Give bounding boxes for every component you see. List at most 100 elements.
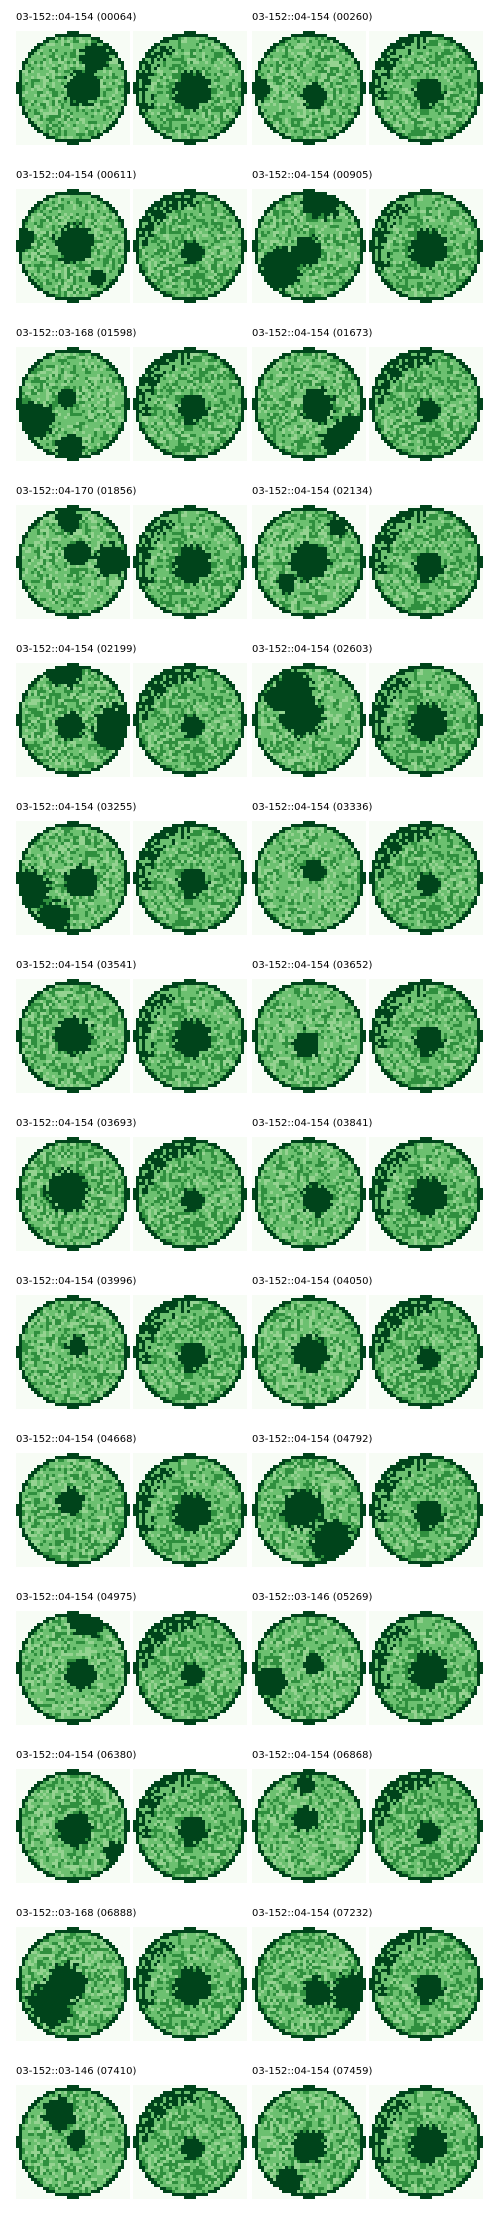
wafer-panel: 03-152::03-146 (05269) [252,1592,486,1742]
wafer-panel: 03-152::04-154 (07232) [252,1908,486,2058]
wafer-panel-label: 03-152::04-154 (02199) [16,644,136,656]
wafer-map-reference [369,1927,483,2041]
wafer-map-query [16,1769,130,1883]
wafer-map-reference [369,663,483,777]
wafer-panel: 03-152::03-168 (01598) [16,328,250,478]
wafer-panel: 03-152::04-154 (04050) [252,1276,486,1426]
wafer-panel-label: 03-152::04-154 (01673) [252,328,372,340]
wafer-map-reference [133,979,247,1093]
wafer-map-reference [133,1295,247,1409]
wafer-panel-label: 03-152::04-154 (06380) [16,1750,136,1762]
wafer-map-query [16,189,130,303]
wafer-panel: 03-152::04-154 (00260) [252,12,486,162]
wafer-map-query [252,1137,366,1251]
wafer-panel-label: 03-152::03-168 (01598) [16,328,136,340]
wafer-map-query [16,2085,130,2199]
wafer-panel: 03-152::04-154 (06380) [16,1750,250,1900]
wafer-panel-label: 03-152::04-154 (00260) [252,12,372,24]
wafer-map-reference [369,347,483,461]
wafer-panel: 03-152::04-154 (03693) [16,1118,250,1268]
wafer-panel: 03-152::04-154 (03841) [252,1118,486,1268]
wafer-panel-label: 03-152::04-154 (02134) [252,486,372,498]
wafer-map-query [252,31,366,145]
wafer-panel-label: 03-152::04-154 (07459) [252,2066,372,2078]
wafer-map-query [16,505,130,619]
wafer-panel-label: 03-152::03-168 (06888) [16,1908,136,1920]
wafer-panel-label: 03-152::04-170 (01856) [16,486,136,498]
wafer-map-query [16,979,130,1093]
wafer-map-reference [369,821,483,935]
wafer-panel: 03-152::04-154 (02199) [16,644,250,794]
wafer-panel: 03-152::04-154 (04668) [16,1434,250,1584]
wafer-panel-label: 03-152::04-154 (03996) [16,1276,136,1288]
wafer-map-reference [133,663,247,777]
wafer-panel-label: 03-152::04-154 (04975) [16,1592,136,1604]
wafer-panel: 03-152::04-154 (01673) [252,328,486,478]
wafer-panel: 03-152::04-154 (03336) [252,802,486,952]
wafer-panel-label: 03-152::04-154 (04668) [16,1434,136,1446]
wafer-map-reference [369,979,483,1093]
wafer-map-query [252,189,366,303]
wafer-panel: 03-152::04-154 (04792) [252,1434,486,1584]
wafer-map-query [16,1295,130,1409]
wafer-map-reference [133,1453,247,1567]
wafer-panel-label: 03-152::04-154 (03336) [252,802,372,814]
wafer-panel-label: 03-152::04-154 (06868) [252,1750,372,1762]
wafer-panel-label: 03-152::04-154 (07232) [252,1908,372,1920]
wafer-map-query [16,1453,130,1567]
wafer-map-query [16,821,130,935]
wafer-map-reference [133,1769,247,1883]
wafer-map-reference [369,1769,483,1883]
wafer-panel-label: 03-152::04-154 (04792) [252,1434,372,1446]
wafer-panel-label: 03-152::04-154 (03652) [252,960,372,972]
wafer-panel: 03-152::04-154 (02134) [252,486,486,636]
wafer-panel: 03-152::04-154 (00611) [16,170,250,320]
wafer-panel-label: 03-152::04-154 (00611) [16,170,136,182]
wafer-panel-label: 03-152::04-154 (03693) [16,1118,136,1130]
wafer-map-query [16,347,130,461]
wafer-panel: 03-152::04-154 (03255) [16,802,250,952]
wafer-panel: 03-152::04-154 (07459) [252,2066,486,2216]
wafer-map-reference [369,189,483,303]
wafer-panel-label: 03-152::03-146 (05269) [252,1592,372,1604]
wafer-panel-label: 03-152::03-146 (07410) [16,2066,136,2078]
wafer-panel: 03-152::04-154 (03541) [16,960,250,1110]
wafer-map-query [252,663,366,777]
wafer-panel: 03-152::04-170 (01856) [16,486,250,636]
wafer-map-reference [133,1927,247,2041]
wafer-panel: 03-152::04-154 (04975) [16,1592,250,1742]
wafer-map-query [16,1137,130,1251]
wafer-map-query [252,1769,366,1883]
wafer-map-reference [369,1611,483,1725]
wafer-map-query [252,2085,366,2199]
wafer-map-query [252,1927,366,2041]
wafer-panel-label: 03-152::04-154 (04050) [252,1276,372,1288]
wafer-map-reference [133,2085,247,2199]
wafer-panel: 03-152::03-146 (07410) [16,2066,250,2216]
wafer-panel-label: 03-152::04-154 (02603) [252,644,372,656]
wafer-map-reference [133,1611,247,1725]
wafer-map-query [252,821,366,935]
wafer-panel: 03-152::04-154 (03652) [252,960,486,1110]
wafer-panel-label: 03-152::04-154 (00064) [16,12,136,24]
wafer-map-query [16,663,130,777]
wafer-panel-label: 03-152::04-154 (03841) [252,1118,372,1130]
wafer-map-reference [369,31,483,145]
wafer-map-reference [369,1137,483,1251]
wafer-panel-label: 03-152::04-154 (03255) [16,802,136,814]
wafer-panel: 03-152::04-154 (00064) [16,12,250,162]
wafer-map-reference [133,505,247,619]
wafer-map-query [252,979,366,1093]
wafer-map-query [16,1611,130,1725]
wafer-map-reference [369,1295,483,1409]
wafer-map-reference [133,821,247,935]
wafer-panel: 03-152::04-154 (03996) [16,1276,250,1426]
wafer-panel: 03-152::04-154 (00905) [252,170,486,320]
wafer-panel: 03-152::03-168 (06888) [16,1908,250,2058]
wafer-map-reference [369,1453,483,1567]
wafer-map-reference [369,505,483,619]
wafer-map-reference [369,2085,483,2199]
wafer-map-reference [133,347,247,461]
wafer-map-query [252,347,366,461]
wafer-map-reference [133,189,247,303]
